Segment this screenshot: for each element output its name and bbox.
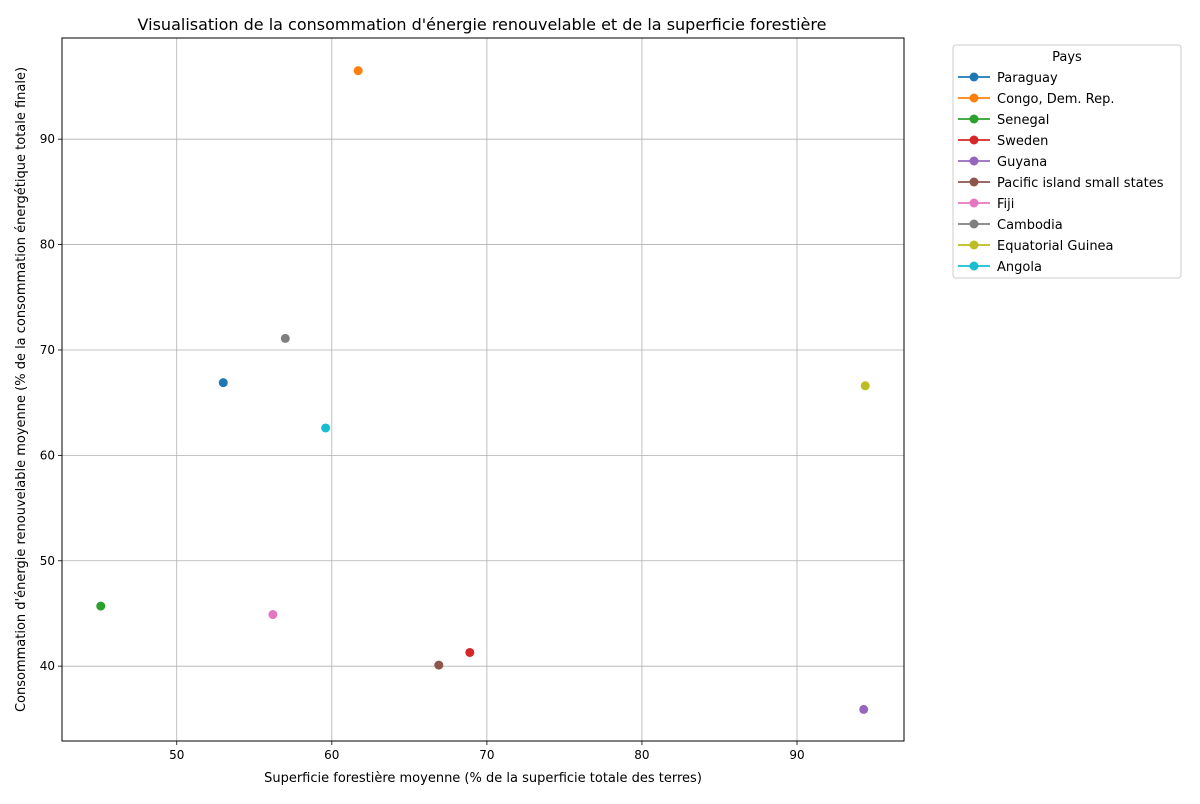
- legend-items: Paraguay Congo, Dem. Rep. Senegal Sweden Guy…: [958, 71, 1164, 275]
- data-point-pacific-island-small-states: [434, 660, 444, 670]
- legend-label-paraguay: Paraguay: [997, 71, 1058, 86]
- legend-label-senegal: Senegal: [997, 113, 1049, 128]
- legend-marker-cambodia: [969, 219, 979, 229]
- chart-title: Visualisation de la consommation d'énerg…: [138, 15, 827, 34]
- x-tick-label: 50: [169, 748, 184, 762]
- legend-marker-senegal: [969, 114, 979, 124]
- y-axis-label: Consommation d'énergie renouvelable moye…: [14, 67, 29, 712]
- legend-marker-congo-dem-rep: [969, 93, 979, 103]
- legend-marker-equatorial-guinea: [969, 240, 979, 250]
- tick-layer: 50 60 70 80 90 40 50 60 70 80 90: [40, 132, 805, 762]
- data-point-paraguay: [218, 378, 228, 388]
- legend-label-congo-dem-rep: Congo, Dem. Rep.: [997, 92, 1115, 107]
- legend-label-sweden: Sweden: [997, 134, 1048, 149]
- y-tick-label: 60: [40, 448, 55, 462]
- data-point-cambodia: [280, 333, 290, 343]
- x-axis-label: Superficie forestière moyenne (% de la s…: [264, 771, 702, 786]
- data-point-fiji: [268, 610, 278, 620]
- legend-label-cambodia: Cambodia: [997, 218, 1063, 233]
- legend-marker-paraguay: [969, 72, 979, 82]
- legend-label-pacific-island-small-states: Pacific island small states: [997, 176, 1164, 191]
- data-point-senegal: [96, 601, 106, 611]
- y-tick-label: 90: [40, 132, 55, 146]
- data-point-angola: [321, 423, 331, 433]
- y-tick-label: 80: [40, 238, 55, 252]
- legend-marker-pacific-island-small-states: [969, 177, 979, 187]
- legend-label-fiji: Fiji: [997, 197, 1014, 212]
- y-tick-label: 40: [40, 659, 55, 673]
- legend-marker-angola: [969, 261, 979, 271]
- x-tick-label: 60: [324, 748, 339, 762]
- legend-label-angola: Angola: [997, 260, 1042, 275]
- legend-marker-guyana: [969, 156, 979, 166]
- data-point-congo-dem-rep: [353, 66, 363, 76]
- legend-box: [952, 44, 1182, 279]
- y-tick-label: 50: [40, 554, 55, 568]
- data-point-guyana: [859, 704, 869, 714]
- x-tick-label: 90: [789, 748, 804, 762]
- point-layer: [96, 66, 870, 714]
- data-point-equatorial-guinea: [860, 381, 870, 391]
- legend-marker-sweden: [969, 135, 979, 145]
- legend: Pays Paraguay Congo, Dem. Rep. Senegal Swed…: [952, 44, 1182, 279]
- legend-label-equatorial-guinea: Equatorial Guinea: [997, 239, 1114, 254]
- grid-layer: [62, 38, 904, 741]
- data-point-sweden: [465, 647, 475, 657]
- x-tick-label: 70: [479, 748, 494, 762]
- legend-label-guyana: Guyana: [997, 155, 1047, 170]
- plot-frame: [61, 37, 905, 742]
- legend-title: Pays: [1052, 50, 1082, 65]
- y-tick-label: 70: [40, 343, 55, 357]
- x-tick-label: 80: [634, 748, 649, 762]
- legend-marker-fiji: [969, 198, 979, 208]
